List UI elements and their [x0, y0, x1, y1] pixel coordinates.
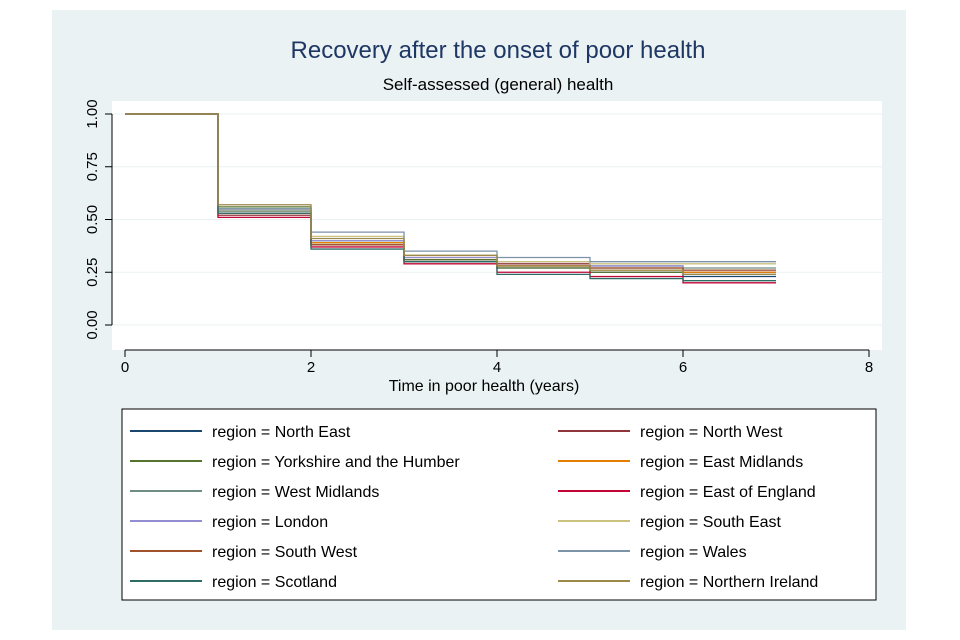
legend-label: region = Wales [640, 544, 747, 561]
y-tick-label: 1.00 [84, 99, 101, 128]
legend-label: region = Scotland [212, 574, 337, 591]
recovery-chart: Recovery after the onset of poor health … [84, 37, 882, 601]
plot-area [112, 101, 882, 350]
legend-label: region = West Midlands [212, 484, 379, 501]
x-tick-label: 2 [307, 359, 315, 376]
x-axis-title: Time in poor health (years) [389, 378, 580, 395]
legend-label: region = East Midlands [640, 454, 803, 471]
legend-label: region = North East [212, 424, 351, 441]
legend-label: region = London [212, 514, 328, 531]
y-tick-label: 0.75 [84, 152, 101, 181]
legend-label: region = North West [640, 424, 783, 441]
series-line [125, 113, 776, 276]
axes: 0.00 0.25 0.50 0.75 1.00 0 2 4 6 8 [84, 99, 873, 376]
y-tick-label: 0.25 [84, 258, 101, 287]
series-line [125, 113, 776, 276]
series-group [125, 113, 776, 284]
legend-label: region = South East [640, 514, 782, 531]
chart-subtitle: Self-assessed (general) health [383, 75, 614, 94]
legend: region = North East region = North West re… [130, 424, 818, 591]
x-tick-label: 4 [493, 359, 501, 376]
series-line [125, 113, 776, 284]
y-tick-label: 0.50 [84, 205, 101, 234]
legend-label: region = Northern Ireland [640, 574, 818, 591]
legend-label: region = South West [212, 544, 358, 561]
y-tick-label: 0.00 [84, 310, 101, 339]
x-tick-label: 0 [121, 359, 129, 376]
series-line [125, 113, 776, 282]
figure-background: Recovery after the onset of poor health … [52, 10, 906, 630]
legend-box [121, 408, 877, 601]
legend-label: region = East of England [640, 484, 816, 501]
x-tick-label: 8 [865, 359, 873, 376]
chart-title: Recovery after the onset of poor health [291, 37, 706, 64]
legend-label: region = Yorkshire and the Humber [212, 454, 460, 471]
x-tick-label: 6 [679, 359, 687, 376]
